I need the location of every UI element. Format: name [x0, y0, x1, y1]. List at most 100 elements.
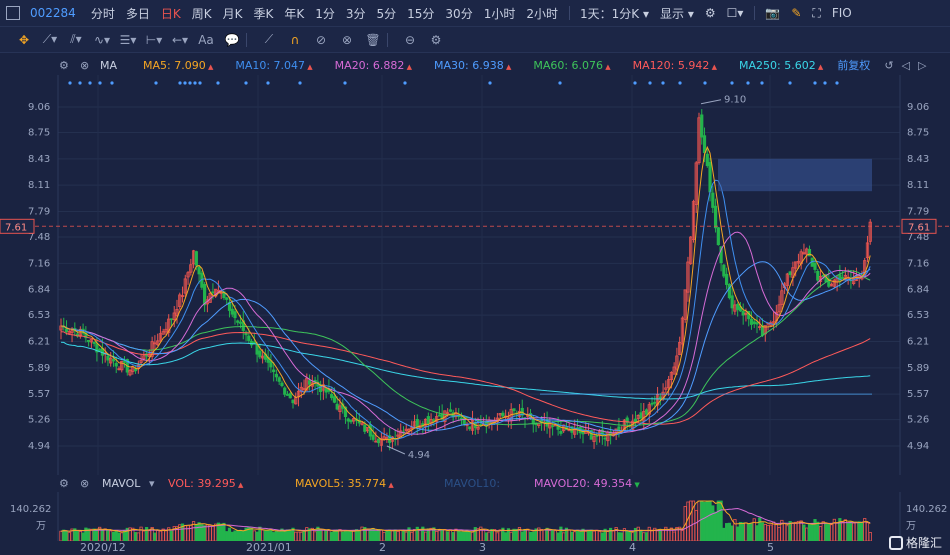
display-select[interactable]: 显示 ▾ [660, 5, 694, 22]
sidebar-toggle-icon[interactable] [6, 6, 20, 20]
volume-bar [542, 529, 546, 541]
event-marker[interactable] [760, 81, 764, 85]
volume-bar [111, 531, 116, 541]
event-marker[interactable] [403, 81, 407, 85]
price-chart[interactable]: 9.06 9.06 8.75 8.75 8.43 8.43 8.11 8.11 7.79 7.79… [0, 75, 950, 475]
event-marker[interactable] [154, 81, 158, 85]
camera-icon[interactable]: 📷 [765, 6, 781, 20]
volume-bar [824, 523, 828, 541]
event-marker[interactable] [746, 81, 750, 85]
event-marker[interactable] [633, 81, 637, 85]
event-marker[interactable] [266, 81, 270, 85]
event-marker[interactable] [193, 81, 197, 85]
fio-button[interactable]: FIO [831, 6, 852, 20]
tab-period-0[interactable]: 分时 [90, 6, 115, 21]
event-marker[interactable] [558, 81, 562, 85]
event-marker[interactable] [110, 81, 114, 85]
tab-period-4[interactable]: 月K [222, 6, 243, 21]
ma5-value: MA5: 7.090 [143, 59, 213, 72]
draw-settings-icon[interactable]: ⚙ [430, 32, 442, 47]
tab-period-7[interactable]: 1分 [315, 6, 335, 21]
text-tool-icon[interactable]: Aa [198, 32, 214, 47]
event-marker[interactable] [78, 81, 82, 85]
channel-tool-icon[interactable]: ⫽▾ [70, 32, 82, 46]
tab-period-5[interactable]: 季K [253, 6, 274, 21]
event-marker[interactable] [823, 81, 827, 85]
hide-icon[interactable]: ⊗ [341, 32, 353, 47]
adjust-select[interactable]: 前复权 [837, 59, 871, 72]
measure-tool-icon[interactable]: ⊢▾ [145, 32, 163, 47]
event-marker[interactable] [648, 81, 652, 85]
event-marker[interactable] [298, 81, 302, 85]
event-marker[interactable] [183, 81, 187, 85]
event-marker[interactable] [198, 81, 202, 85]
event-marker[interactable] [188, 81, 192, 85]
event-marker[interactable] [703, 81, 707, 85]
event-marker[interactable] [68, 81, 72, 85]
vol-chevron-icon[interactable]: ▾ [149, 476, 155, 490]
divider [568, 6, 570, 20]
collapse-icon[interactable]: ◁ [901, 58, 910, 72]
price-tick-left: 7.48 [28, 232, 50, 243]
tab-period-10[interactable]: 15分 [407, 6, 435, 21]
tab-period-13[interactable]: 2小时 [526, 6, 558, 21]
lock-icon[interactable]: ⊘ [315, 32, 327, 47]
event-marker[interactable] [216, 81, 220, 85]
link-icon[interactable]: ⊖ [404, 32, 416, 47]
event-marker[interactable] [244, 81, 248, 85]
volume-bar [261, 529, 265, 541]
ruler-icon[interactable]: ⟋ [264, 32, 274, 46]
interval-select[interactable]: 1天：1分K ▾ [580, 5, 649, 22]
volume-bar [785, 525, 789, 541]
volume-bar [388, 529, 392, 541]
tab-period-12[interactable]: 1小时 [483, 6, 516, 21]
event-marker[interactable] [88, 81, 92, 85]
volume-bar [133, 532, 138, 541]
trash-icon[interactable]: 🗑 [365, 32, 381, 47]
volume-bar [396, 531, 400, 541]
magnet-icon[interactable]: ∩ [290, 32, 300, 47]
event-marker[interactable] [835, 81, 839, 85]
undo-icon[interactable]: ↺ [884, 58, 894, 72]
event-marker[interactable] [730, 81, 734, 85]
volume-bar [777, 526, 781, 541]
event-marker[interactable] [678, 81, 682, 85]
crosshair-icon[interactable]: ✥ [18, 32, 30, 47]
line-tool-icon[interactable]: ⟋▾ [42, 32, 58, 46]
event-marker[interactable] [788, 81, 792, 85]
tab-period-6[interactable]: 年K [284, 6, 305, 21]
tab-period-8[interactable]: 3分 [345, 6, 366, 21]
event-marker[interactable] [488, 81, 492, 85]
vol-settings-icon[interactable]: ⚙ [59, 476, 69, 490]
edit-icon[interactable]: ✎ [791, 6, 802, 20]
fullscreen-icon[interactable]: ⛶ [812, 5, 821, 20]
volume-bar [639, 530, 643, 541]
candle-body [603, 437, 607, 440]
vol-close-icon[interactable]: ⊗ [80, 476, 90, 490]
volume-bar [769, 524, 773, 541]
volume-chart[interactable]: 140.262 万 140.262 万 [0, 492, 950, 541]
volume-bar [865, 522, 870, 541]
ma-close-icon[interactable]: ⊗ [80, 58, 90, 72]
event-marker[interactable] [178, 81, 182, 85]
range-box[interactable] [718, 158, 872, 192]
event-marker[interactable] [343, 81, 347, 85]
ma250-value: MA250: 5.602 [739, 59, 823, 72]
event-marker[interactable] [661, 81, 665, 85]
tab-period-11[interactable]: 30分 [445, 6, 473, 21]
collapse-right-icon[interactable]: ▷ [918, 58, 927, 72]
tab-period-9[interactable]: 5分 [376, 6, 397, 21]
layout-icon[interactable]: ☐▾ [726, 6, 744, 20]
settings-icon[interactable]: ⚙ [704, 6, 716, 20]
tab-period-1[interactable]: 多日 [125, 6, 150, 21]
comment-tool-icon[interactable]: 💬 [224, 32, 240, 47]
ma-settings-icon[interactable]: ⚙ [59, 58, 69, 72]
fibonacci-tool-icon[interactable]: ☰▾ [119, 32, 137, 47]
candle-body [128, 369, 132, 376]
wave-tool-icon[interactable]: ∿▾ [93, 32, 111, 47]
tab-period-3[interactable]: 周K [191, 6, 212, 21]
tab-period-2[interactable]: 日K [160, 6, 181, 21]
event-marker[interactable] [813, 81, 817, 85]
arrow-tool-icon[interactable]: ←▾ [171, 32, 189, 47]
event-marker[interactable] [98, 81, 102, 85]
